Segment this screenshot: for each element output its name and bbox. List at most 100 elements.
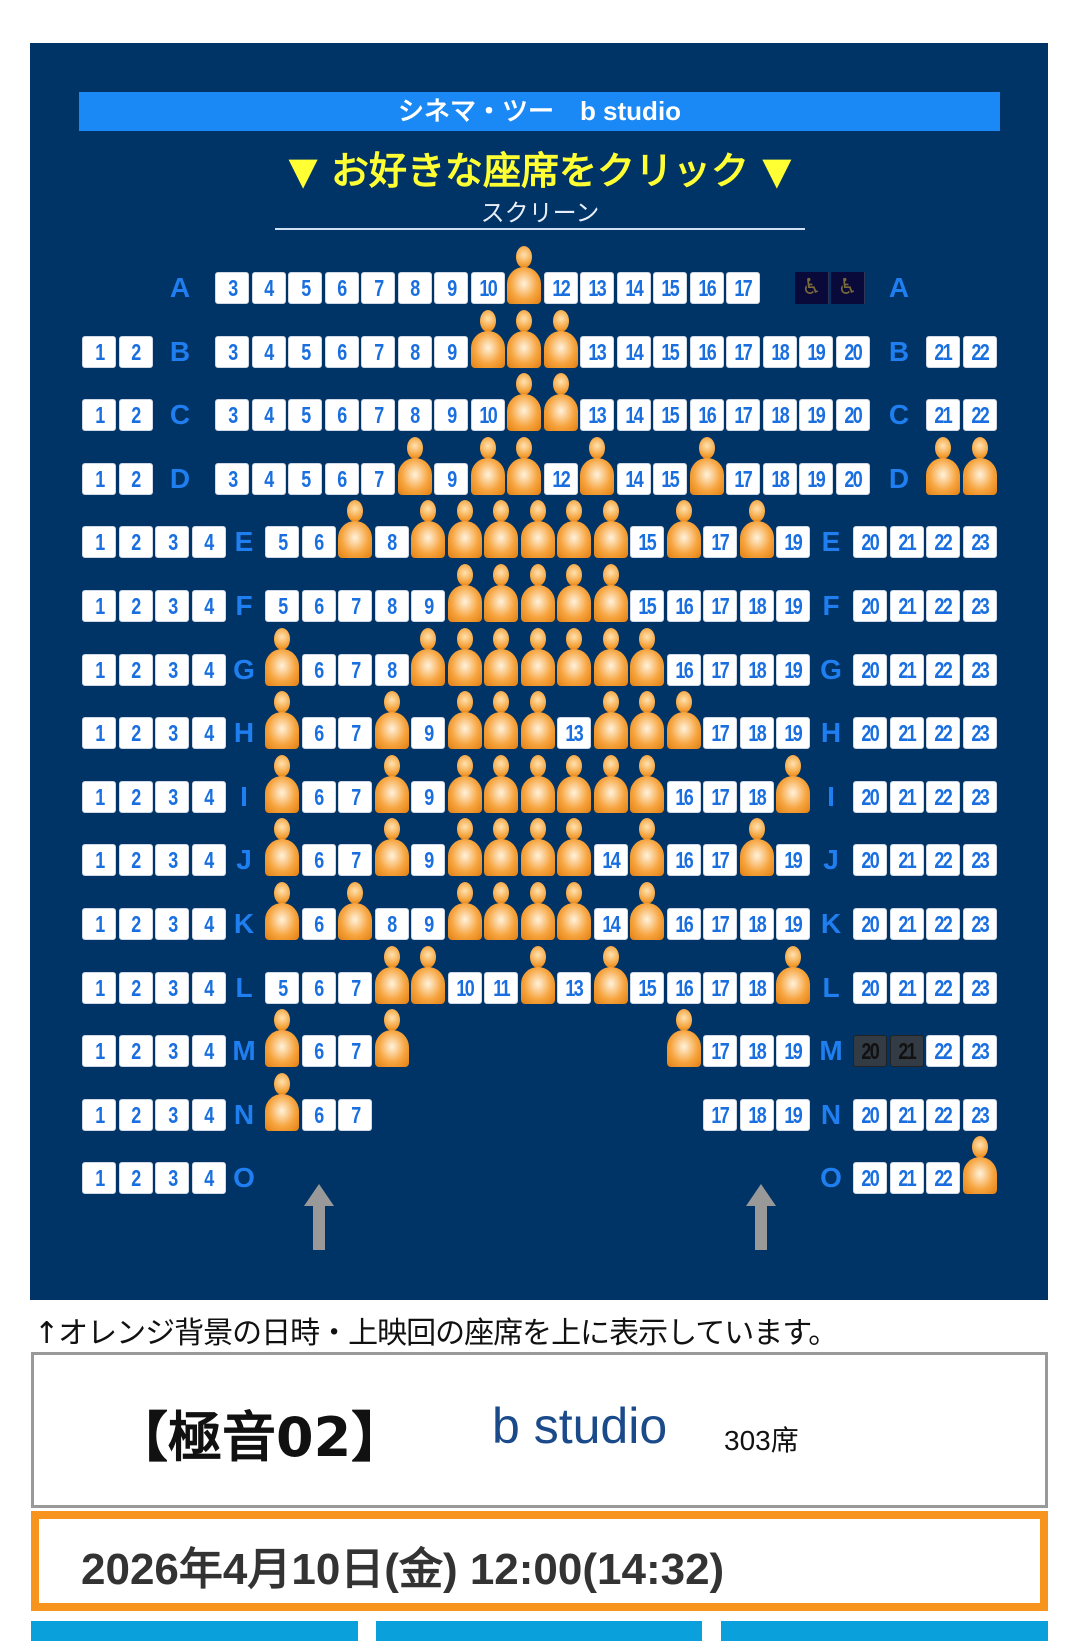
seat-F16[interactable]: 16 <box>666 590 701 622</box>
seat-G22[interactable]: 22 <box>926 653 960 686</box>
seat-D5[interactable]: 5 <box>288 462 322 495</box>
seat-J23[interactable]: 23 <box>962 844 997 877</box>
seat-E20[interactable]: 20 <box>853 526 887 559</box>
seat-H6[interactable]: 6 <box>301 717 336 750</box>
seat-A10[interactable]: 10 <box>470 272 505 304</box>
seat-N23[interactable]: 23 <box>962 1098 997 1131</box>
seat-G1[interactable]: 1 <box>82 653 116 686</box>
seat-C20[interactable]: 20 <box>835 399 870 432</box>
seat-L13[interactable]: 13 <box>557 971 591 1004</box>
seat-K6[interactable]: 6 <box>301 908 336 940</box>
seat-G8[interactable]: 8 <box>374 653 409 686</box>
seat-H1[interactable]: 1 <box>82 717 116 750</box>
seat-C16[interactable]: 16 <box>689 399 724 432</box>
seat-J17[interactable]: 17 <box>703 844 737 877</box>
seat-F6[interactable]: 6 <box>301 590 336 622</box>
seat-J7[interactable]: 7 <box>338 844 372 877</box>
seat-L15[interactable]: 15 <box>630 971 664 1004</box>
seat-N4[interactable]: 4 <box>191 1098 226 1131</box>
seat-C5[interactable]: 5 <box>288 399 322 432</box>
seat-G17[interactable]: 17 <box>703 653 737 686</box>
seat-C10[interactable]: 10 <box>470 399 505 432</box>
seat-D6[interactable]: 6 <box>324 462 359 495</box>
seat-D14[interactable]: 14 <box>616 462 651 495</box>
seat-D9[interactable]: 9 <box>434 462 468 495</box>
seat-M1[interactable]: 1 <box>82 1035 116 1068</box>
seat-B3[interactable]: 3 <box>215 335 249 368</box>
seat-L16[interactable]: 16 <box>666 971 701 1004</box>
seat-H20[interactable]: 20 <box>853 717 887 750</box>
seat-A15[interactable]: 15 <box>653 272 687 304</box>
seat-E15[interactable]: 15 <box>630 526 664 559</box>
seat-O2[interactable]: 2 <box>118 1162 153 1195</box>
seat-F2[interactable]: 2 <box>118 590 153 622</box>
seat-C17[interactable]: 17 <box>726 399 760 432</box>
seat-L5[interactable]: 5 <box>265 971 299 1004</box>
seat-L3[interactable]: 3 <box>155 971 189 1004</box>
seat-F21[interactable]: 21 <box>889 590 924 622</box>
seat-C13[interactable]: 13 <box>580 399 614 432</box>
seat-J21[interactable]: 21 <box>889 844 924 877</box>
seat-L20[interactable]: 20 <box>853 971 887 1004</box>
seat-C15[interactable]: 15 <box>653 399 687 432</box>
seat-I18[interactable]: 18 <box>739 780 774 813</box>
seat-F3[interactable]: 3 <box>155 590 189 622</box>
seat-N18[interactable]: 18 <box>739 1098 774 1131</box>
seat-I9[interactable]: 9 <box>411 780 445 813</box>
seat-H9[interactable]: 9 <box>411 717 445 750</box>
seat-N3[interactable]: 3 <box>155 1098 189 1131</box>
seat-B18[interactable]: 18 <box>762 335 797 368</box>
seat-K20[interactable]: 20 <box>853 908 887 940</box>
seat-J4[interactable]: 4 <box>191 844 226 877</box>
seat-H22[interactable]: 22 <box>926 717 960 750</box>
seat-L21[interactable]: 21 <box>889 971 924 1004</box>
seat-N7[interactable]: 7 <box>338 1098 372 1131</box>
seat-M2[interactable]: 2 <box>118 1035 153 1068</box>
seat-B9[interactable]: 9 <box>434 335 468 368</box>
seat-F7[interactable]: 7 <box>338 590 372 622</box>
seat-D2[interactable]: 2 <box>118 462 153 495</box>
seat-G4[interactable]: 4 <box>191 653 226 686</box>
seat-H17[interactable]: 17 <box>703 717 737 750</box>
seat-K23[interactable]: 23 <box>962 908 997 940</box>
seat-I1[interactable]: 1 <box>82 780 116 813</box>
seat-L10[interactable]: 10 <box>447 971 482 1004</box>
seat-A5[interactable]: 5 <box>288 272 322 304</box>
seat-I23[interactable]: 23 <box>962 780 997 813</box>
seat-A12[interactable]: 12 <box>543 272 578 304</box>
seat-F15[interactable]: 15 <box>630 590 664 622</box>
seat-J3[interactable]: 3 <box>155 844 189 877</box>
seat-B14[interactable]: 14 <box>616 335 651 368</box>
seat-C22[interactable]: 22 <box>962 399 997 432</box>
seat-O1[interactable]: 1 <box>82 1162 116 1195</box>
seat-B21[interactable]: 21 <box>926 335 960 368</box>
seat-J20[interactable]: 20 <box>853 844 887 877</box>
seat-D19[interactable]: 19 <box>799 462 833 495</box>
seat-H3[interactable]: 3 <box>155 717 189 750</box>
seat-E17[interactable]: 17 <box>703 526 737 559</box>
seat-H23[interactable]: 23 <box>962 717 997 750</box>
seat-M18[interactable]: 18 <box>739 1035 774 1068</box>
seat-A14[interactable]: 14 <box>616 272 651 304</box>
seat-A17[interactable]: 17 <box>726 272 760 304</box>
seat-D4[interactable]: 4 <box>251 462 286 495</box>
seat-E21[interactable]: 21 <box>889 526 924 559</box>
seat-I17[interactable]: 17 <box>703 780 737 813</box>
seat-K3[interactable]: 3 <box>155 908 189 940</box>
seat-C1[interactable]: 1 <box>82 399 116 432</box>
seat-J6[interactable]: 6 <box>301 844 336 877</box>
seat-A3[interactable]: 3 <box>215 272 249 304</box>
seat-B6[interactable]: 6 <box>324 335 359 368</box>
seat-H4[interactable]: 4 <box>191 717 226 750</box>
seat-H19[interactable]: 19 <box>776 717 810 750</box>
seat-B1[interactable]: 1 <box>82 335 116 368</box>
seat-M22[interactable]: 22 <box>926 1035 960 1068</box>
seat-D20[interactable]: 20 <box>835 462 870 495</box>
seat-N6[interactable]: 6 <box>301 1098 336 1131</box>
seat-A8[interactable]: 8 <box>397 272 432 304</box>
seat-E1[interactable]: 1 <box>82 526 116 559</box>
seat-N2[interactable]: 2 <box>118 1098 153 1131</box>
seat-D18[interactable]: 18 <box>762 462 797 495</box>
seat-B13[interactable]: 13 <box>580 335 614 368</box>
seat-J16[interactable]: 16 <box>666 844 701 877</box>
